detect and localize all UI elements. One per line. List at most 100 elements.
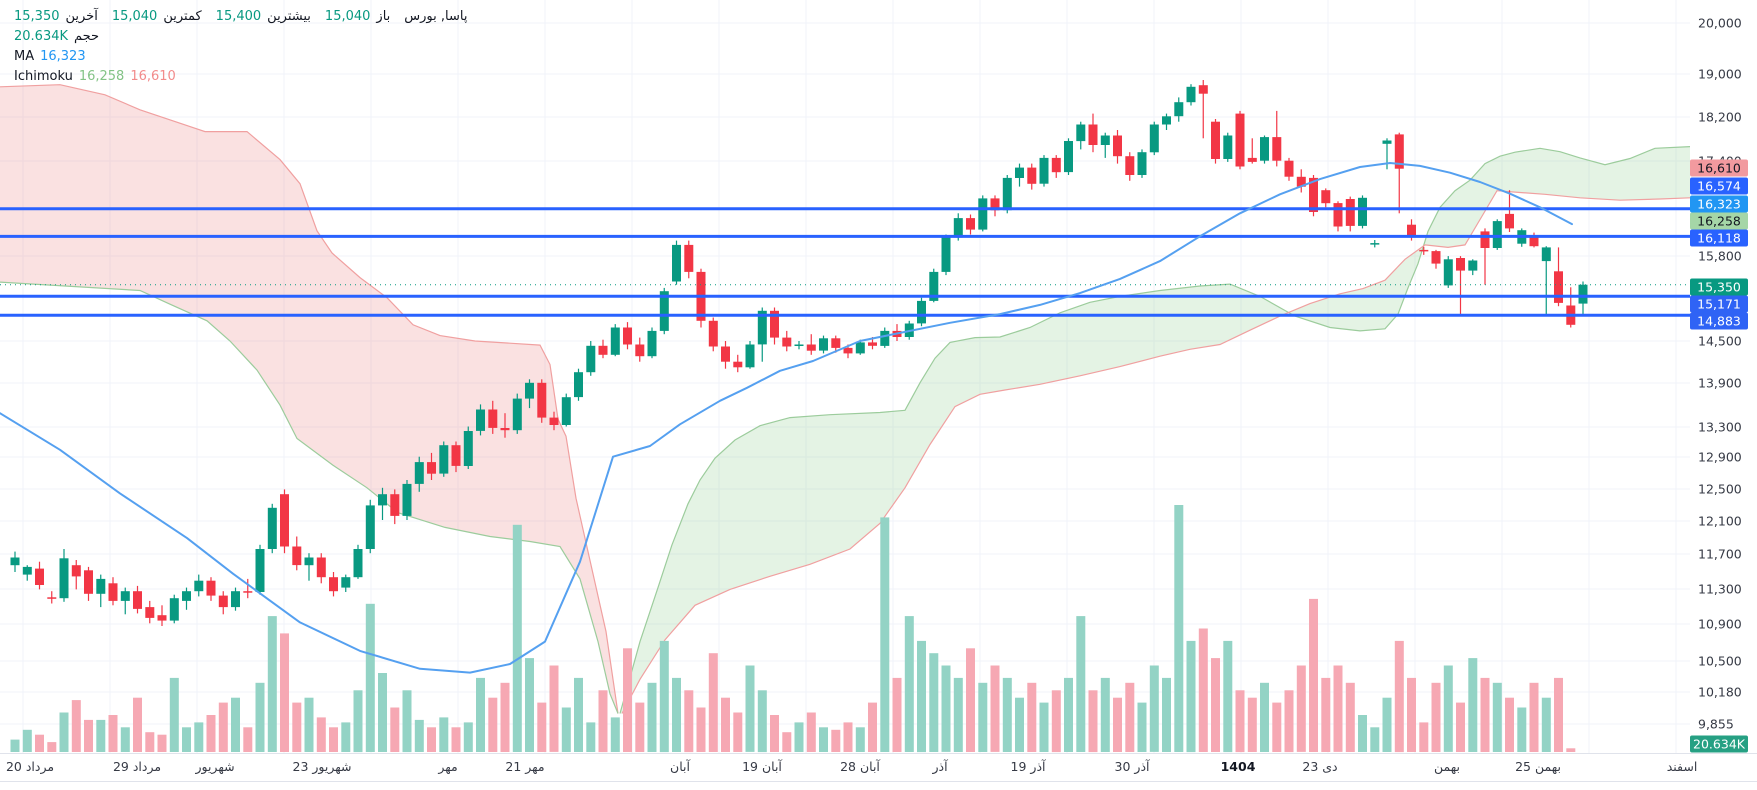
chart-canvas[interactable]	[0, 0, 1690, 755]
legend-quote-item: 15,040	[111, 9, 158, 24]
candle-body	[623, 327, 632, 345]
candle-body	[476, 409, 485, 431]
candle-body	[47, 597, 57, 599]
volume-bar	[390, 707, 400, 752]
candle-body	[1443, 259, 1453, 286]
volume-bar	[598, 690, 608, 753]
candle-body	[1333, 203, 1343, 227]
volume-bar	[892, 677, 902, 752]
time-axis-label: 23 دی	[1302, 759, 1338, 774]
volume-bar	[966, 648, 975, 752]
volume-bar	[206, 715, 216, 752]
volume-bar	[549, 665, 559, 752]
candle-body	[1358, 197, 1367, 226]
candle-body	[157, 615, 167, 621]
legend-quote-item: 15,350	[14, 9, 60, 24]
volume-bar	[133, 697, 142, 752]
candle-body	[610, 327, 620, 355]
candle-body	[108, 583, 118, 601]
time-axis-label: 19 آذر	[1010, 759, 1046, 774]
volume-bar	[843, 722, 853, 752]
price-axis[interactable]: 20,00019,00018,20017,40015,80014,50013,9…	[1690, 0, 1757, 755]
candle-body	[917, 300, 926, 324]
candle-body	[1541, 247, 1551, 262]
volume-bar	[855, 727, 865, 752]
volume-bar	[1309, 598, 1318, 752]
volume-bar	[1247, 697, 1257, 752]
time-axis-label: 30 آذر	[1114, 759, 1150, 774]
time-axis-label: آذر	[932, 759, 948, 774]
candle-body	[304, 557, 314, 566]
candle-body	[1186, 86, 1196, 103]
candlestick-series	[10, 80, 1588, 626]
volume-bar	[255, 682, 265, 752]
candle-body	[635, 344, 645, 357]
volume-bar	[1468, 658, 1478, 752]
price-axis-badge: 16,610	[1690, 159, 1748, 177]
volume-bar	[1333, 665, 1343, 752]
volume-bar	[96, 719, 106, 752]
volume-bar	[84, 719, 93, 752]
candle-body	[1039, 157, 1049, 184]
volume-bar	[353, 690, 363, 753]
time-axis[interactable]: 20 مرداد 29 مرداد شهریور 23 شهریور مهر 21 مهر…	[0, 753, 1757, 782]
candle-body	[843, 347, 853, 354]
price-axis-badge: 16,258	[1690, 212, 1748, 230]
volume-bar	[243, 727, 253, 752]
candle-body	[1407, 224, 1416, 236]
volume-bar	[880, 517, 890, 752]
volume-bar	[1002, 677, 1012, 752]
volume-bar	[1137, 702, 1147, 752]
legend-quote-item: کمترین	[163, 9, 202, 24]
volume-bar	[365, 603, 375, 752]
candle-body	[231, 591, 240, 608]
volume-bar	[733, 712, 743, 752]
volume-label: حجم	[74, 29, 100, 44]
candle-body	[1076, 124, 1086, 142]
volume-bar	[427, 727, 436, 752]
volume-bar	[1260, 682, 1269, 752]
volume-bar	[904, 616, 914, 752]
candle-body	[953, 218, 963, 238]
candle-body	[1480, 231, 1490, 248]
candle-body	[1088, 124, 1098, 145]
price-axis-label: 14,500	[1698, 333, 1742, 349]
volume-bar	[1517, 707, 1527, 752]
ichimoku-lead-a-value: 16,258	[78, 69, 125, 84]
volume-bar	[721, 697, 730, 752]
candle-body	[451, 445, 461, 466]
volume-bar	[280, 633, 289, 752]
time-axis-label: 23 شهریور	[292, 759, 352, 774]
legend-ichimoku-row: Ichimoku 16,258 16,610	[14, 68, 467, 86]
volume-bar	[402, 690, 412, 753]
candle-body	[868, 342, 877, 346]
volume-bar	[463, 722, 473, 752]
volume-bar	[586, 722, 596, 752]
time-axis-label: مهر	[438, 759, 458, 774]
volume-bar	[231, 697, 240, 752]
volume-bar	[414, 719, 424, 752]
volume-bar	[929, 653, 939, 752]
price-axis-label: 12,500	[1698, 481, 1742, 497]
candle-body	[1578, 284, 1588, 304]
legend-volume-row: 20.634K حجم	[14, 28, 467, 46]
volume-bar	[745, 665, 755, 752]
candle-body	[733, 361, 743, 368]
price-axis-label: 11,700	[1698, 546, 1742, 562]
volume-bar	[1149, 665, 1159, 752]
candle-body	[966, 218, 975, 230]
price-axis-label: 10,900	[1698, 616, 1742, 632]
volume-bar	[537, 702, 547, 752]
volume-bar	[157, 734, 167, 752]
volume-bar	[1186, 640, 1196, 753]
candle-body	[353, 549, 363, 578]
candle-body	[978, 198, 988, 230]
volume-bar	[1480, 677, 1490, 752]
candle-body	[96, 578, 106, 594]
candle-body	[169, 598, 179, 621]
candle-body	[549, 417, 559, 425]
candle-body	[561, 397, 571, 425]
volume-bar	[378, 673, 387, 752]
candle-body	[708, 320, 718, 347]
